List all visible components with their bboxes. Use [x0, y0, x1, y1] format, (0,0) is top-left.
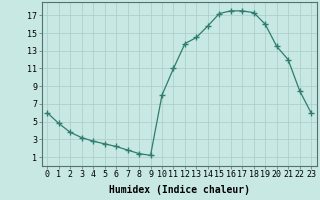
X-axis label: Humidex (Indice chaleur): Humidex (Indice chaleur) — [109, 185, 250, 195]
